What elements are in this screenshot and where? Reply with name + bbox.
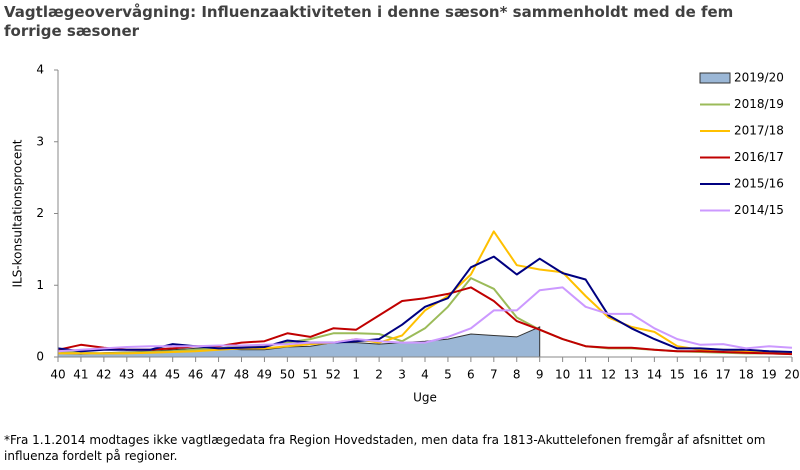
y-tick-label: 2 <box>36 206 44 220</box>
x-tick-label: 6 <box>467 368 475 382</box>
legend-label: 2016/17 <box>734 150 784 164</box>
x-tick-label: 19 <box>761 368 776 382</box>
y-tick-label: 3 <box>36 134 44 148</box>
x-tick-label: 7 <box>490 368 498 382</box>
x-tick-label: 10 <box>555 368 570 382</box>
legend-label: 2019/20 <box>734 71 784 85</box>
legend-label: 2014/15 <box>734 203 784 217</box>
y-tick-label: 4 <box>36 63 44 77</box>
line <box>58 230 793 355</box>
x-tick-label: 45 <box>165 368 180 382</box>
x-tick-label: 49 <box>257 368 272 382</box>
x-tick-label: 40 <box>50 368 65 382</box>
x-tick-label: 2 <box>375 368 383 382</box>
x-tick-label: 3 <box>398 368 406 382</box>
legend-label: 2015/16 <box>734 177 784 191</box>
x-axis-label: Uge <box>413 391 437 405</box>
x-tick-label: 13 <box>624 368 639 382</box>
x-tick-label: 41 <box>73 368 88 382</box>
x-tick-label: 46 <box>188 368 203 382</box>
x-tick-label: 20 <box>784 368 799 382</box>
x-tick-label: 50 <box>280 368 295 382</box>
x-tick-label: 16 <box>693 368 708 382</box>
y-tick-label: 0 <box>36 350 44 364</box>
line <box>57 286 793 356</box>
x-tick-label: 15 <box>670 368 685 382</box>
x-tick-label: 48 <box>234 368 249 382</box>
legend-label: 2017/18 <box>734 124 784 138</box>
x-tick-label: 51 <box>303 368 318 382</box>
x-tick-label: 18 <box>738 368 753 382</box>
legend-swatch <box>699 72 731 84</box>
footnote: *Fra 1.1.2014 modtages ikke vagtlægedata… <box>4 433 766 463</box>
line <box>57 255 793 353</box>
x-tick-label: 47 <box>211 368 226 382</box>
x-tick-label: 12 <box>601 368 616 382</box>
x-tick-label: 8 <box>513 368 521 382</box>
x-tick-label: 42 <box>96 368 111 382</box>
x-tick-label: 11 <box>578 368 593 382</box>
line <box>57 286 793 353</box>
x-tick-label: 1 <box>352 368 360 382</box>
y-axis-label: ILS-konsultationsprocent <box>11 139 25 287</box>
x-tick-label: 5 <box>444 368 452 382</box>
x-tick-label: 43 <box>119 368 134 382</box>
x-tick-label: 14 <box>647 368 662 382</box>
y-tick-label: 1 <box>36 278 44 292</box>
x-tick-label: 44 <box>142 368 157 382</box>
x-tick-label: 4 <box>421 368 429 382</box>
chart-title: Vagtlægeovervågning: Influenzaaktivitete… <box>4 3 734 40</box>
legend-label: 2018/19 <box>734 97 784 111</box>
x-tick-label: 9 <box>536 368 544 382</box>
x-tick-label: 17 <box>716 368 731 382</box>
x-tick-label: 52 <box>326 368 341 382</box>
